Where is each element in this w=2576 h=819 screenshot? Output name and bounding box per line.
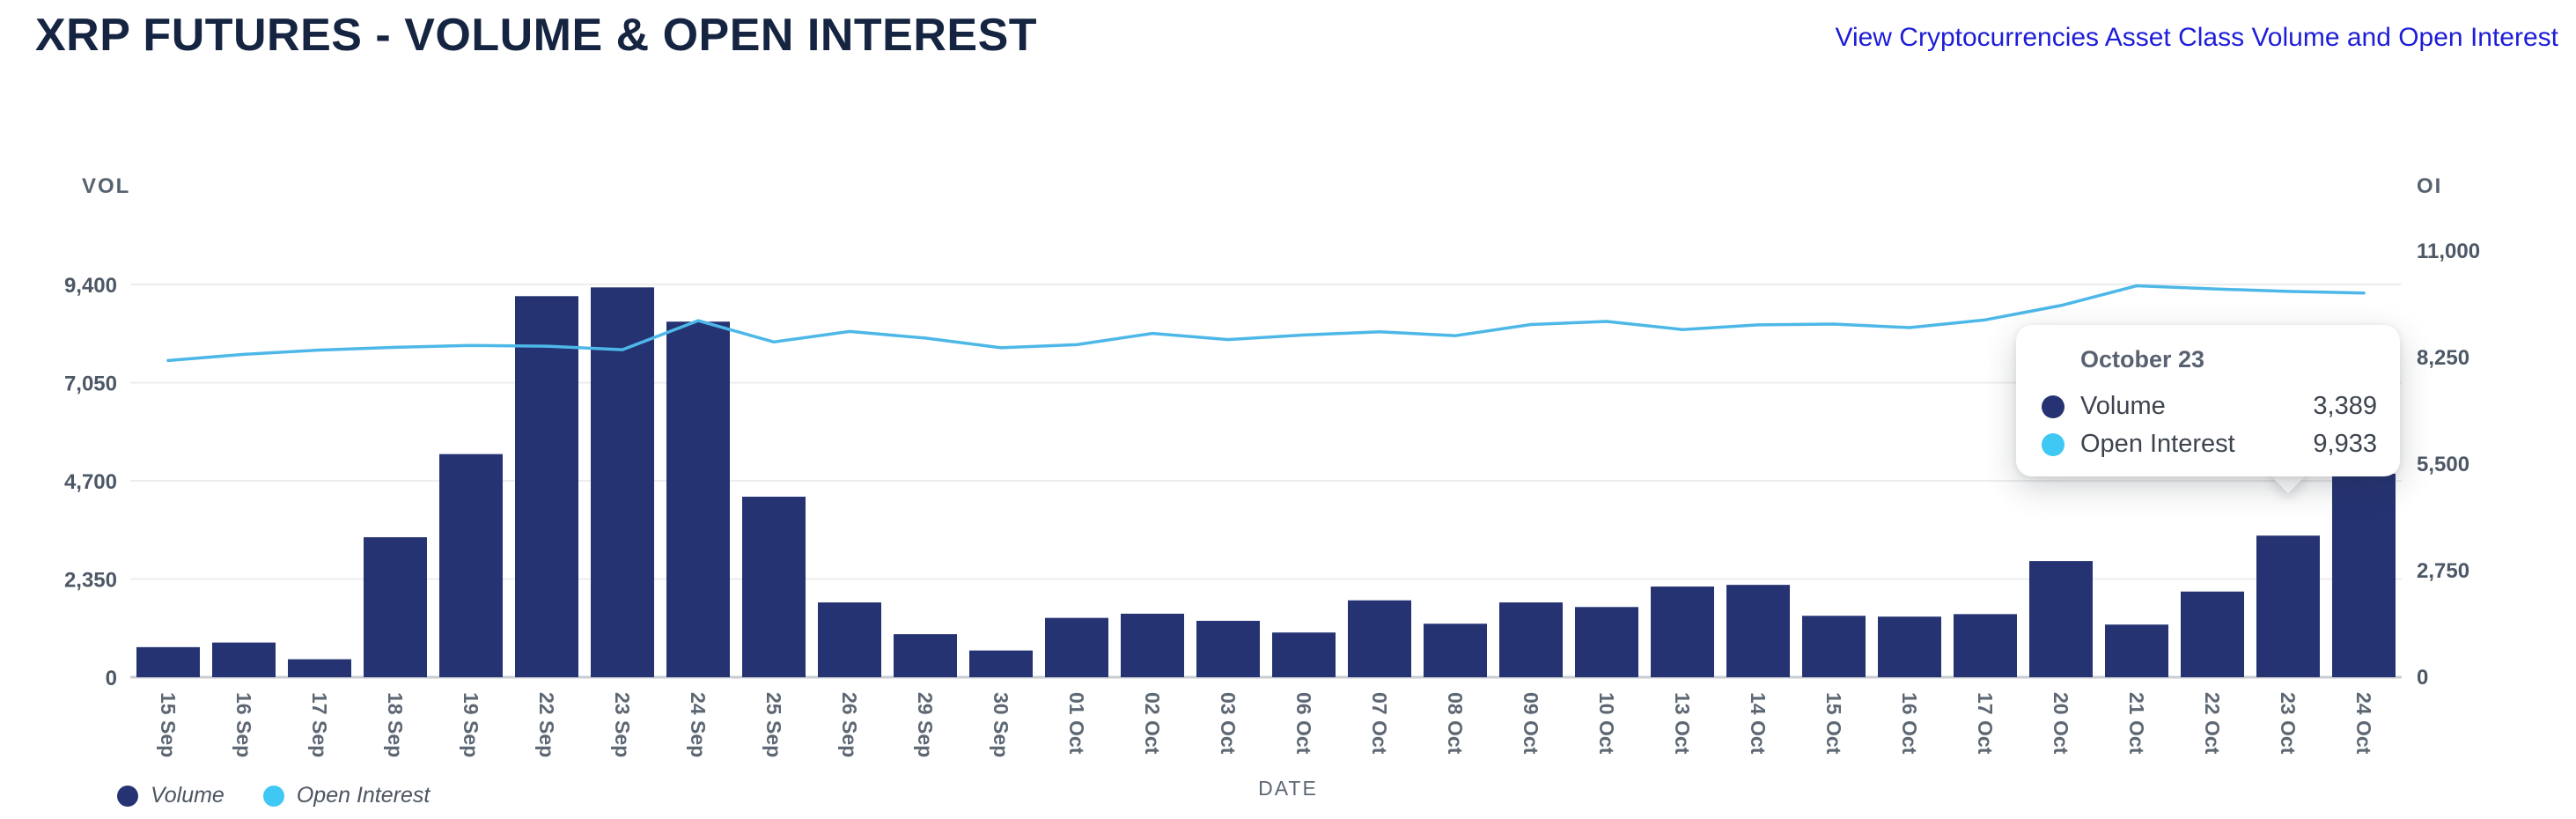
volume-bar-30-sep[interactable] — [969, 650, 1033, 677]
x-axis-label: 23 Oct — [2277, 692, 2300, 755]
volume-bar-23-sep[interactable] — [591, 287, 654, 677]
volume-bar-24-sep[interactable] — [666, 321, 730, 677]
x-axis-label: 14 Oct — [1747, 692, 1770, 755]
volume-bar-07-oct[interactable] — [1348, 600, 1411, 677]
tooltip-open-interest-row: Open Interest 9,933 — [2042, 425, 2377, 463]
x-axis-label: 21 Oct — [2125, 692, 2148, 755]
legend-item-open-interest[interactable]: Open Interest — [262, 783, 431, 808]
volume-bar-14-oct[interactable] — [1726, 585, 1790, 677]
x-axis-label: 10 Oct — [1595, 692, 1618, 755]
right-axis-tick: 8,250 — [2417, 346, 2469, 370]
x-axis-label: 23 Sep — [611, 692, 634, 757]
volume-bar-06-oct[interactable] — [1272, 632, 1336, 677]
open-interest-line[interactable] — [166, 284, 2366, 363]
volume-bar-09-oct[interactable] — [1499, 602, 1563, 677]
right-axis-tick: 5,500 — [2417, 453, 2469, 476]
volume-bar-13-oct[interactable] — [1651, 587, 1714, 677]
x-axis-label: 16 Sep — [232, 692, 255, 757]
volume-dot-icon — [2042, 395, 2064, 418]
tooltip-volume-row: Volume 3,389 — [2042, 387, 2377, 425]
open-interest-dot-icon — [2042, 432, 2064, 456]
x-axis-label: 15 Sep — [157, 692, 180, 757]
open-interest-legend-label: Open Interest — [296, 783, 431, 808]
x-axis-label: 18 Sep — [384, 692, 407, 757]
left-axis-title: VOL — [82, 174, 131, 198]
page-title: XRP FUTURES - VOLUME & OPEN INTEREST — [35, 10, 1038, 61]
legend-item-volume[interactable]: Volume — [117, 783, 224, 808]
x-axis-label: 01 Oct — [1065, 692, 1088, 755]
x-axis-label: 08 Oct — [1444, 692, 1467, 755]
left-axis-tick: 4,700 — [64, 470, 117, 494]
chart-legend: Volume Open Interest — [117, 783, 430, 808]
tooltip-open-interest-value: 9,933 — [2313, 430, 2377, 458]
volume-bar-01-oct[interactable] — [1045, 617, 1108, 677]
x-axis-label: 30 Sep — [990, 692, 1012, 757]
volume-legend-dot — [117, 785, 138, 807]
volume-bar-17-sep[interactable] — [288, 659, 351, 677]
x-axis-label: 03 Oct — [1217, 692, 1240, 755]
left-axis-tick: 7,050 — [64, 373, 117, 396]
right-axis-title: OI — [2417, 174, 2443, 198]
volume-bar-29-sep[interactable] — [894, 634, 957, 677]
x-axis-label: 17 Sep — [308, 692, 331, 757]
x-axis-label: 19 Sep — [460, 692, 482, 757]
x-axis-label: 22 Oct — [2201, 692, 2224, 755]
x-axis-label: 24 Sep — [687, 692, 710, 757]
asset-class-volume-link[interactable]: View Cryptocurrencies Asset Class Volume… — [1835, 23, 2558, 52]
right-axis-tick: 2,750 — [2417, 559, 2469, 583]
page-header: XRP FUTURES - VOLUME & OPEN INTEREST Vie… — [0, 0, 2576, 62]
x-axis-label: 22 Sep — [535, 692, 558, 757]
volume-bar-24-oct[interactable] — [2332, 473, 2396, 677]
x-axis-label: 06 Oct — [1292, 692, 1315, 755]
open-interest-legend-dot — [262, 785, 284, 807]
volume-bar-22-oct[interactable] — [2181, 591, 2244, 677]
chart-tooltip: October 23 Volume 3,389 Open Interest 9,… — [2016, 325, 2400, 476]
right-axis-tick: 0 — [2417, 666, 2428, 690]
volume-bar-23-oct[interactable] — [2256, 535, 2320, 677]
volume-bar-16-sep[interactable] — [212, 642, 276, 677]
x-axis-label: 09 Oct — [1520, 692, 1542, 755]
volume-bar-15-oct[interactable] — [1802, 616, 1866, 677]
x-axis-label: 17 Oct — [1974, 692, 1997, 755]
right-axis-tick: 11,000 — [2417, 240, 2480, 263]
tooltip-open-interest-label: Open Interest — [2080, 430, 2235, 458]
volume-bar-10-oct[interactable] — [1575, 607, 1638, 677]
x-axis-label: 20 Oct — [2050, 692, 2072, 755]
left-axis-tick: 0 — [106, 667, 117, 690]
x-axis-title: DATE — [1258, 777, 1318, 800]
volume-bar-19-sep[interactable] — [439, 454, 503, 677]
volume-bar-22-sep[interactable] — [515, 296, 578, 677]
left-axis-tick: 2,350 — [64, 569, 117, 593]
volume-bar-21-oct[interactable] — [2105, 624, 2168, 677]
x-axis-label: 24 Oct — [2352, 692, 2375, 755]
volume-bar-16-oct[interactable] — [1878, 616, 1941, 677]
x-axis-label: 16 Oct — [1898, 692, 1921, 755]
volume-bar-02-oct[interactable] — [1121, 613, 1184, 677]
volume-bar-18-sep[interactable] — [364, 537, 427, 677]
left-axis-tick: 9,400 — [64, 274, 117, 298]
volume-legend-label: Volume — [151, 783, 224, 808]
volume-bar-25-sep[interactable] — [742, 497, 806, 677]
tooltip-volume-value: 3,389 — [2313, 392, 2377, 420]
x-axis-label: 02 Oct — [1141, 692, 1164, 755]
x-axis-label: 07 Oct — [1368, 692, 1391, 755]
volume-bar-08-oct[interactable] — [1424, 623, 1487, 677]
tooltip-date: October 23 — [2080, 346, 2205, 373]
tooltip-volume-label: Volume — [2080, 392, 2166, 420]
x-axis-label: 25 Sep — [762, 692, 785, 757]
volume-bar-26-sep[interactable] — [818, 602, 881, 677]
volume-bar-03-oct[interactable] — [1196, 620, 1260, 677]
volume-bar-20-oct[interactable] — [2029, 561, 2093, 677]
x-axis-label: 29 Sep — [914, 692, 937, 757]
x-axis-label: 15 Oct — [1822, 692, 1845, 755]
x-axis-label: 26 Sep — [838, 692, 861, 757]
volume-bar-17-oct[interactable] — [1954, 614, 2017, 677]
volume-bar-15-sep[interactable] — [136, 646, 200, 677]
x-axis-label: 13 Oct — [1671, 692, 1694, 755]
